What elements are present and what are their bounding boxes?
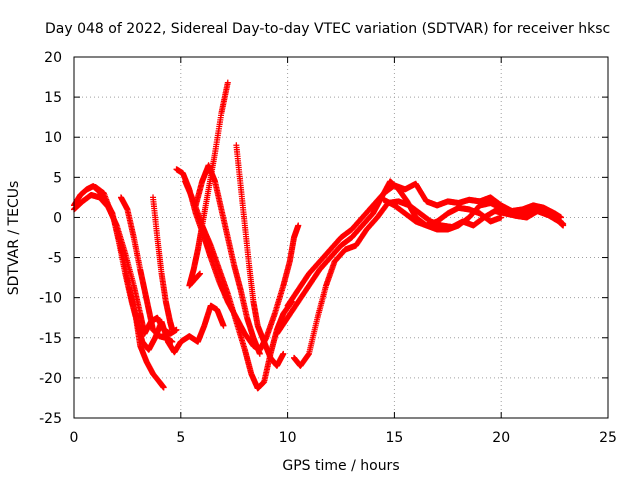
x-tick-label: 15 <box>385 430 403 446</box>
chart-title: Day 048 of 2022, Sidereal Day-to-day VTE… <box>45 21 610 37</box>
y-tick-label: 10 <box>44 130 62 146</box>
x-tick-label: 25 <box>599 430 617 446</box>
x-tick-label: 0 <box>70 430 79 446</box>
x-tick-label: 10 <box>279 430 297 446</box>
data-point <box>169 338 176 345</box>
series-spike-7.6 <box>233 142 287 369</box>
grid-lines <box>74 57 608 418</box>
y-axis-label: SDTVAR / TECUs <box>6 181 22 296</box>
x-tick-labels: 0 5 10 15 20 25 <box>70 430 617 446</box>
data-point <box>197 270 204 277</box>
data-point <box>295 222 302 229</box>
y-tick-label: 5 <box>53 170 62 186</box>
x-tick-label: 5 <box>176 430 185 446</box>
data-point <box>160 384 167 391</box>
x-tick-label: 20 <box>492 430 510 446</box>
data-point <box>220 322 227 329</box>
y-tick-label: -15 <box>39 331 62 347</box>
y-tick-label: -10 <box>39 291 62 307</box>
data-point <box>280 350 287 357</box>
y-tick-label: 15 <box>44 90 62 106</box>
data-point <box>169 326 176 333</box>
data-point <box>256 350 263 357</box>
series-spike-6.5 <box>192 162 263 357</box>
y-tick-label: 20 <box>44 50 62 66</box>
y-tick-labels: -25 -20 -15 -10 -5 0 5 10 15 20 <box>39 50 62 427</box>
series-early-dip-4 <box>117 194 176 345</box>
y-tick-label: 0 <box>53 210 62 226</box>
y-tick-label: -5 <box>48 251 62 267</box>
series-late-recovery <box>291 198 567 369</box>
y-tick-label: -25 <box>39 411 62 427</box>
x-axis-label: GPS time / hours <box>282 458 399 474</box>
series-spike-3.7 <box>150 194 176 333</box>
series-early-dip-3 <box>92 183 167 391</box>
data-series <box>71 79 567 392</box>
y-tick-label: -20 <box>39 371 62 387</box>
